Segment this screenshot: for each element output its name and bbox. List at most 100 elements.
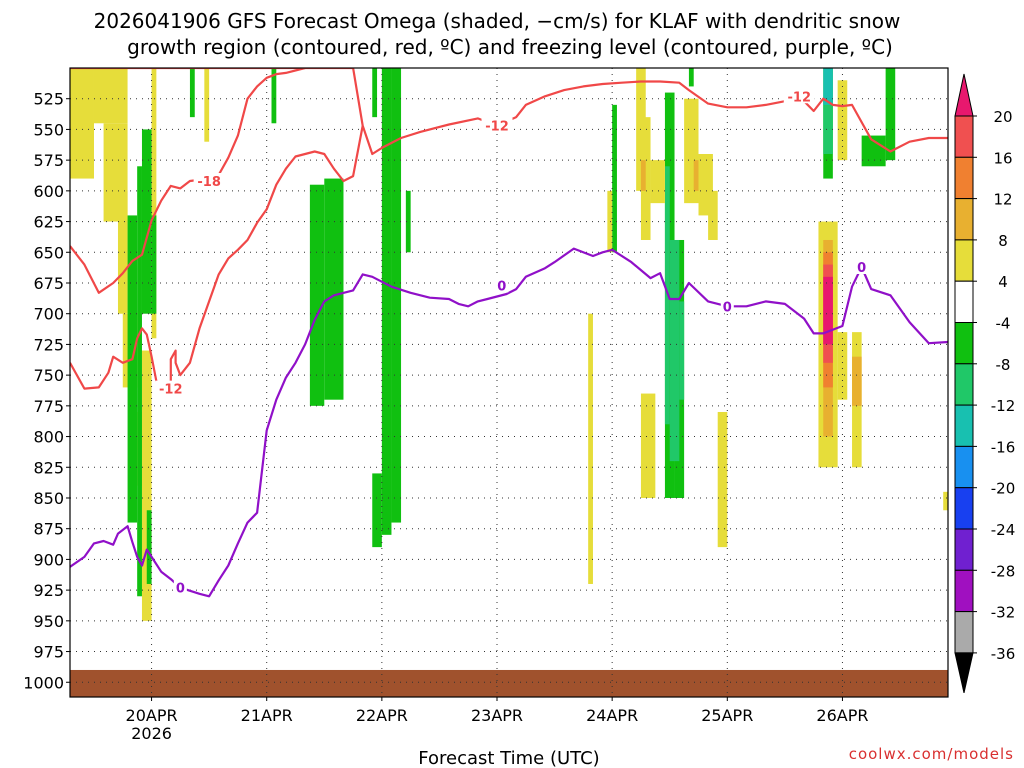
contour-label-background — [783, 88, 815, 104]
chart-title: 2026041906 GFS Forecast Omega (shaded, −… — [94, 9, 901, 59]
colorbar-segment — [954, 322, 974, 365]
colorbar-segment — [954, 404, 974, 447]
contour-line — [70, 125, 364, 390]
contour-label: 0 — [857, 261, 866, 276]
colorbar-segment — [954, 115, 974, 158]
omega-shaded-cell — [612, 104, 617, 253]
omega-shaded-cell — [141, 129, 152, 314]
x-tick-sublabel: 2026 — [131, 724, 172, 743]
omega-shaded-cell — [151, 68, 157, 339]
omega-shaded-cell — [885, 68, 896, 161]
x-tick-label: 22APR — [356, 706, 408, 725]
omega-shaded-cell — [640, 160, 646, 191]
omega-shaded-cell — [861, 135, 886, 167]
omega-shaded-cell — [823, 68, 833, 105]
y-tick-label: 725 — [33, 335, 64, 354]
x-tick-label: 25APR — [701, 706, 753, 725]
y-tick-label: 675 — [33, 274, 64, 293]
omega-shaded-cell — [391, 68, 402, 523]
omega-shaded-cell — [650, 160, 665, 204]
x-tick-label: 26APR — [816, 706, 868, 725]
omega-shaded-cell — [372, 68, 378, 118]
x-tick-label: 23APR — [471, 706, 523, 725]
colorbar-tick-label: 16 — [993, 149, 1012, 167]
omega-shaded-cell — [823, 276, 833, 345]
colorbar-segment — [954, 363, 974, 406]
omega-shaded-cell — [837, 332, 848, 400]
omega-shaded-cell — [717, 411, 728, 548]
colorbar-segment — [954, 198, 974, 241]
colorbar-tick-label: -8 — [996, 356, 1011, 374]
omega-shaded-cell — [146, 510, 152, 584]
y-tick-label: 625 — [33, 213, 64, 232]
colorbar-tick-label: -20 — [991, 480, 1016, 498]
omega-shaded-cell — [271, 68, 277, 124]
y-tick-label: 900 — [33, 550, 64, 569]
contour-series: -12 -12 -18 -12 0 0 0 0 — [70, 68, 948, 598]
omega-shaded-cell — [852, 356, 862, 406]
colorbar-segment — [954, 156, 974, 200]
omega-shaded-cell — [669, 239, 680, 462]
omega-shaded-cell — [640, 393, 656, 498]
omega-shaded-cell — [823, 98, 833, 154]
colorbar-bottom-arrow — [954, 652, 974, 694]
contour-label-background — [155, 380, 187, 396]
omega-shaded-cell — [137, 166, 142, 597]
plot-inner: -12 -12 -18 -12 0 0 0 0 — [70, 68, 948, 697]
omega-shaded-cell — [679, 301, 685, 400]
contour-label: 0 — [723, 300, 732, 315]
y-tick-label: 525 — [33, 90, 64, 109]
colorbar-tick-label: 4 — [998, 273, 1008, 291]
y-tick-label: 800 — [33, 428, 64, 447]
contour-line — [70, 68, 306, 294]
y-tick-label: 1000 — [23, 673, 64, 692]
omega-shaded-cell — [70, 68, 94, 179]
y-tick-label: 950 — [33, 612, 64, 631]
y-tick-label: 850 — [33, 489, 64, 508]
x-axis-title: Forecast Time (UTC) — [418, 748, 599, 768]
omega-shaded-cell — [309, 184, 325, 406]
omega-shaded-cell — [405, 190, 411, 253]
contour-label: 0 — [176, 582, 185, 597]
omega-shaded-cell — [607, 190, 613, 253]
contour-label-background — [193, 173, 225, 189]
y-tick-label: 700 — [33, 305, 64, 324]
colorbar-tick-label: -28 — [991, 562, 1016, 580]
contour-label-background — [855, 259, 869, 275]
y-axis-tick-labels: 525 550 575 600 625 650 675 700 725 750 775 800 825 8… — [23, 90, 70, 692]
grid — [70, 68, 948, 697]
colorbar-tick-label: -36 — [991, 645, 1016, 663]
plot-background — [70, 68, 948, 697]
omega-shaded-cell — [204, 68, 210, 142]
y-tick-label: 550 — [33, 120, 64, 139]
colorbar-tick-label: -12 — [991, 397, 1016, 415]
colorbar-top-arrow — [954, 73, 974, 117]
colorbar-legend: 20 16 12 8 4 -4 -8 -12 -16 -20 -24 -28 -32 -36 — [954, 73, 1016, 694]
colorbar-tick-label: 12 — [993, 191, 1012, 209]
omega-shaded-cell — [117, 190, 128, 314]
credit-text: coolwx.com/models — [849, 745, 1014, 763]
omega-shaded-cell — [324, 178, 344, 400]
y-tick-label: 775 — [33, 397, 64, 416]
colorbar-segment — [954, 528, 974, 571]
y-tick-label: 925 — [33, 581, 64, 600]
contour-line — [70, 68, 948, 156]
omega-shaded-cell — [372, 473, 382, 548]
x-tick-label: 20APR — [126, 706, 178, 725]
plot-frame — [69, 67, 949, 698]
contour-label-background — [720, 298, 734, 314]
colorbar-segment — [954, 569, 974, 613]
omega-shaded-cell — [141, 350, 152, 621]
omega-shaded-cell — [693, 160, 699, 191]
omega-shaded-cell — [127, 215, 138, 523]
colorbar-tick-label: 8 — [998, 232, 1008, 250]
x-tick-label: 21APR — [241, 706, 293, 725]
contour-label-background — [481, 117, 513, 133]
omega-shading — [70, 68, 948, 621]
contour-label-background — [495, 277, 509, 293]
colorbar-segment — [954, 445, 974, 489]
plot-area: -12 -12 -18 -12 0 0 0 0 — [69, 67, 949, 698]
contour-line — [70, 247, 948, 598]
